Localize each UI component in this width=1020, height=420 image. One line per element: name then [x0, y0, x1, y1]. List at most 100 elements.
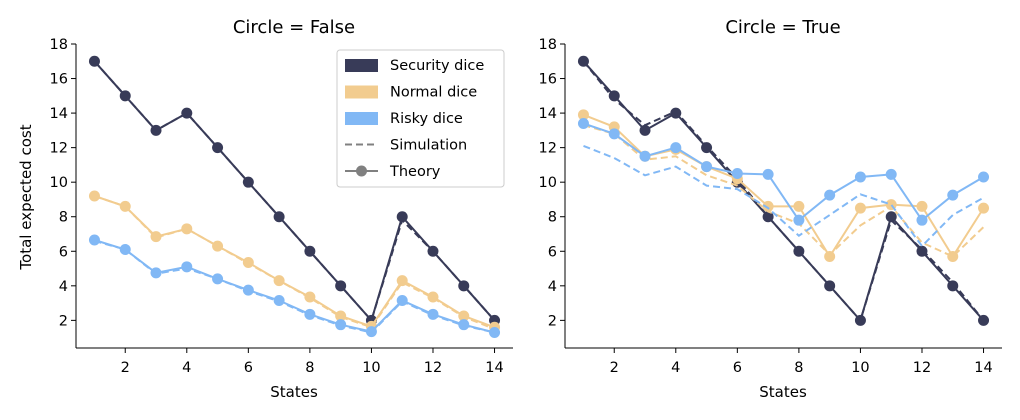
risky-dice-theory-point — [701, 161, 713, 173]
legend: Security dice Normal dice Risky dice Simula… — [336, 49, 505, 188]
normal-dice-theory-point — [577, 109, 589, 121]
x-tick-label: 8 — [305, 360, 314, 376]
normal-dice-simulation-line — [583, 124, 985, 258]
risky-dice-theory-point — [304, 308, 316, 320]
security-dice-theory-point — [458, 280, 470, 292]
risky-dice-theory-point — [885, 168, 897, 180]
panel-right: Circle = True States 2 4 6 8 10 12 14 16 18 2 4 6 8 1… — [539, 17, 1002, 401]
panel-left-xlabel: States — [270, 383, 318, 401]
risky-dice-theory-point — [396, 295, 408, 306]
security-dice-theory-point — [273, 211, 285, 223]
y-tick-label: 6 — [548, 244, 557, 260]
y-tick-label: 16 — [50, 72, 68, 88]
legend-box — [336, 49, 505, 188]
y-tick-label: 8 — [59, 210, 68, 226]
security-dice-theory-point — [427, 245, 439, 257]
security-dice-theory-point — [824, 280, 836, 292]
security-dice-theory-point — [978, 314, 990, 326]
normal-dice-theory-point — [396, 275, 408, 287]
security-dice-theory-point — [396, 211, 408, 223]
security-dice-theory-point — [119, 90, 131, 102]
security-dice-theory-point — [212, 142, 224, 154]
legend-label-simulation: Simulation — [390, 138, 467, 154]
y-tick-label: 10 — [50, 175, 68, 191]
security-dice-theory-point — [639, 124, 651, 136]
security-dice-theory-point — [885, 211, 897, 223]
x-tick-label: 10 — [362, 360, 380, 376]
security-dice-theory-point — [916, 245, 928, 257]
y-tick-label: 16 — [539, 72, 557, 88]
normal-dice-theory-point — [181, 223, 193, 235]
risky-dice-theory-point — [947, 189, 959, 201]
security-dice-theory-point — [304, 245, 316, 257]
y-tick-label: 4 — [548, 279, 557, 295]
security-dice-theory-point — [335, 280, 347, 292]
legend-label-security-dice: Security dice — [390, 58, 484, 74]
x-tick-label: 14 — [485, 360, 503, 376]
risky-dice-theory-point — [793, 214, 805, 226]
risky-dice-theory-point — [639, 150, 651, 162]
normal-dice-theory-point — [212, 240, 224, 252]
y-tick-label: 12 — [539, 141, 557, 157]
normal-dice-theory-point — [793, 200, 805, 212]
risky-dice-theory-point — [608, 128, 620, 140]
risky-dice-theory-point — [242, 284, 254, 296]
x-tick-label: 2 — [121, 360, 130, 376]
legend-swatch-risky-dice — [345, 112, 378, 125]
legend-swatch-security-dice — [345, 59, 378, 72]
normal-dice-theory-point — [824, 250, 836, 262]
y-tick-label: 14 — [50, 106, 68, 122]
x-tick-label: 10 — [851, 360, 869, 376]
risky-dice-theory-point — [489, 326, 501, 338]
security-dice-theory-point — [762, 211, 774, 223]
security-dice-theory-point — [88, 55, 100, 67]
x-tick-label: 12 — [913, 360, 931, 376]
security-dice-theory-point — [793, 245, 805, 257]
normal-dice-theory-point — [916, 200, 928, 212]
panel-right-title: Circle = True — [725, 17, 840, 38]
security-dice-theory-point — [670, 107, 682, 119]
legend-label-risky-dice: Risky dice — [390, 111, 463, 127]
security-dice-theory-point — [701, 142, 713, 154]
y-tick-label: 4 — [59, 279, 68, 295]
risky-dice-theory-point — [273, 295, 285, 306]
security-dice-theory-point — [242, 176, 254, 188]
y-tick-label: 14 — [539, 106, 557, 122]
y-tick-label: 2 — [548, 313, 557, 329]
x-tick-label: 4 — [182, 360, 191, 376]
legend-label-theory: Theory — [389, 164, 441, 180]
risky-dice-theory-point — [824, 189, 836, 201]
y-tick-label: 8 — [548, 210, 557, 226]
risky-dice-theory-point — [150, 267, 162, 279]
x-tick-label: 14 — [974, 360, 992, 376]
normal-dice-theory-point — [119, 200, 131, 212]
risky-dice-theory-point — [731, 168, 743, 180]
x-tick-label: 6 — [244, 360, 253, 376]
normal-dice-theory-point — [335, 310, 347, 322]
y-tick-label: 18 — [539, 37, 557, 53]
panel-left-title: Circle = False — [233, 17, 355, 38]
risky-dice-simulation-line — [583, 144, 984, 248]
normal-dice-theory-point — [88, 190, 100, 202]
legend-marker-theory — [356, 165, 367, 177]
x-tick-label: 4 — [671, 360, 680, 376]
panel-right-xlabel: States — [759, 383, 807, 401]
risky-dice-theory-point — [670, 142, 682, 154]
security-dice-theory-point — [947, 280, 959, 292]
normal-dice-theory-point — [458, 310, 470, 322]
risky-dice-theory-point — [577, 117, 589, 129]
security-dice-simulation-line — [93, 60, 496, 323]
normal-dice-theory-point — [273, 275, 285, 287]
risky-dice-theory-point — [365, 326, 377, 338]
panel-left-plot: 2 4 6 8 10 12 14 16 18 2 4 6 8 10 12 14 — [50, 37, 513, 376]
y-axis-label: Total expected cost — [17, 124, 35, 270]
normal-dice-theory-point — [762, 200, 774, 212]
x-tick-label: 6 — [733, 360, 742, 376]
normal-dice-theory-point — [854, 202, 866, 214]
normal-dice-theory-point — [947, 250, 959, 262]
risky-dice-theory-point — [916, 214, 928, 226]
legend-label-normal-dice: Normal dice — [390, 85, 477, 101]
security-dice-theory-point — [181, 107, 193, 119]
risky-dice-theory-point — [762, 168, 774, 180]
